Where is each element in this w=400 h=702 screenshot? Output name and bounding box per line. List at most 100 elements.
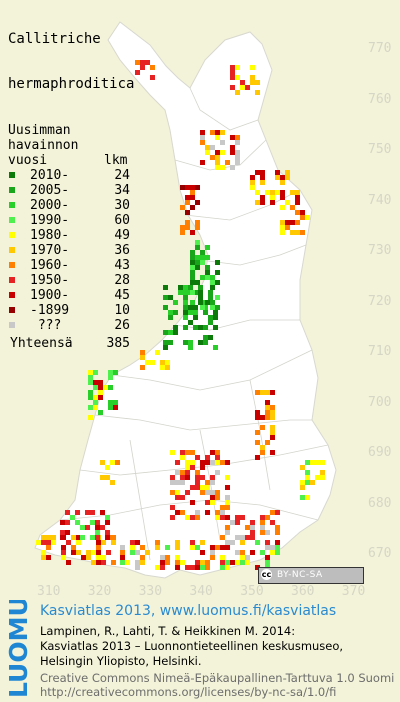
observation-cell [300,215,305,220]
observation-cell [190,515,195,520]
northing-tick-label: 680 [368,495,392,511]
observation-cell [270,195,275,200]
cc-icon: cc [261,569,272,580]
observation-cell [165,560,170,565]
observation-cell [210,460,215,465]
observation-cell [203,310,208,315]
observation-cell [163,345,168,350]
observation-cell [190,250,195,255]
observation-cell [200,460,205,465]
observation-cell [190,460,195,465]
observation-cell [36,540,41,545]
observation-cell [205,150,210,155]
observation-cell [210,555,215,560]
observation-cell [190,485,195,490]
observation-cell [210,475,215,480]
observation-cell [270,390,275,395]
observation-cell [215,165,220,170]
observation-cell [195,185,200,190]
observation-cell [98,410,103,415]
observation-cell [188,310,193,315]
credit-main-link[interactable]: Kasviatlas 2013, www.luomus.fi/kasviatla… [40,603,337,619]
observation-cell [225,505,230,510]
observation-cell [190,260,195,265]
legend-entry-count: 26 [114,318,130,333]
observation-cell [260,170,265,175]
observation-cell [225,525,230,530]
observation-cell [61,545,66,550]
observation-cell [163,285,168,290]
observation-cell [205,485,210,490]
observation-cell [163,305,168,310]
observation-cell [173,325,178,330]
observation-cell [140,545,145,550]
legend-entry-label: 1980- [30,228,70,243]
observation-cell [180,450,185,455]
observation-cell [255,80,260,85]
observation-cell [160,560,165,565]
observation-cell [190,450,195,455]
observation-cell [220,505,225,510]
legend-entry-count: 45 [114,288,130,303]
observation-cell [76,540,81,545]
observation-cell [205,565,210,570]
observation-cell [85,525,90,530]
observation-cell [220,140,225,145]
easting-tick-label: 350 [240,584,264,599]
observation-cell [210,545,215,550]
observation-cell [173,330,178,335]
observation-cell [65,530,70,535]
observation-cell [235,135,240,140]
license-url[interactable]: http://creativecommons.org/licenses/by-n… [40,685,337,699]
legend-entry-count: 34 [114,183,130,198]
observation-cell [198,290,203,295]
observation-cell [180,480,185,485]
northing-tick-label: 730 [368,243,392,258]
observation-cell [230,145,235,150]
legend-entry-label: 1950- [30,273,70,288]
observation-cell [250,65,255,70]
northing-tick-label: 770 [368,41,392,56]
observation-cell [190,270,195,275]
observation-cell [200,140,205,145]
observation-cell [41,535,46,540]
observation-cell [88,380,93,385]
observation-cell [185,470,190,475]
observation-cell [91,560,96,565]
observation-cell [86,555,91,560]
observation-cell [215,135,220,140]
observation-cell [215,280,220,285]
observation-cell [195,260,200,265]
observation-cell [275,550,280,555]
observation-cell [145,360,150,365]
observation-cell [235,65,240,70]
observation-cell [150,65,155,70]
observation-cell [195,475,200,480]
observation-cell [175,510,180,515]
cc-license-badge[interactable]: cc BY-NC-SA [258,567,364,584]
observation-cell [220,515,225,520]
observation-cell [88,415,93,420]
observation-cell [86,550,91,555]
observation-cell [190,205,195,210]
observation-cell [190,565,195,570]
observation-cell [108,375,113,380]
observation-cell [200,260,205,265]
observation-cell [98,385,103,390]
observation-cell [175,560,180,565]
observation-cell [198,340,203,345]
observation-cell [220,510,225,515]
observation-cell [215,150,220,155]
observation-cell [168,310,173,315]
observation-cell [315,460,320,465]
observation-cell [200,565,205,570]
observation-cell [270,405,275,410]
legend-heading-line: vuosi [8,153,48,168]
observation-cell [180,510,185,515]
observation-cell [240,540,245,545]
observation-cell [320,475,325,480]
observation-cell [208,290,213,295]
observation-cell [135,70,140,75]
observation-cell [101,560,106,565]
observation-cell [125,560,130,565]
